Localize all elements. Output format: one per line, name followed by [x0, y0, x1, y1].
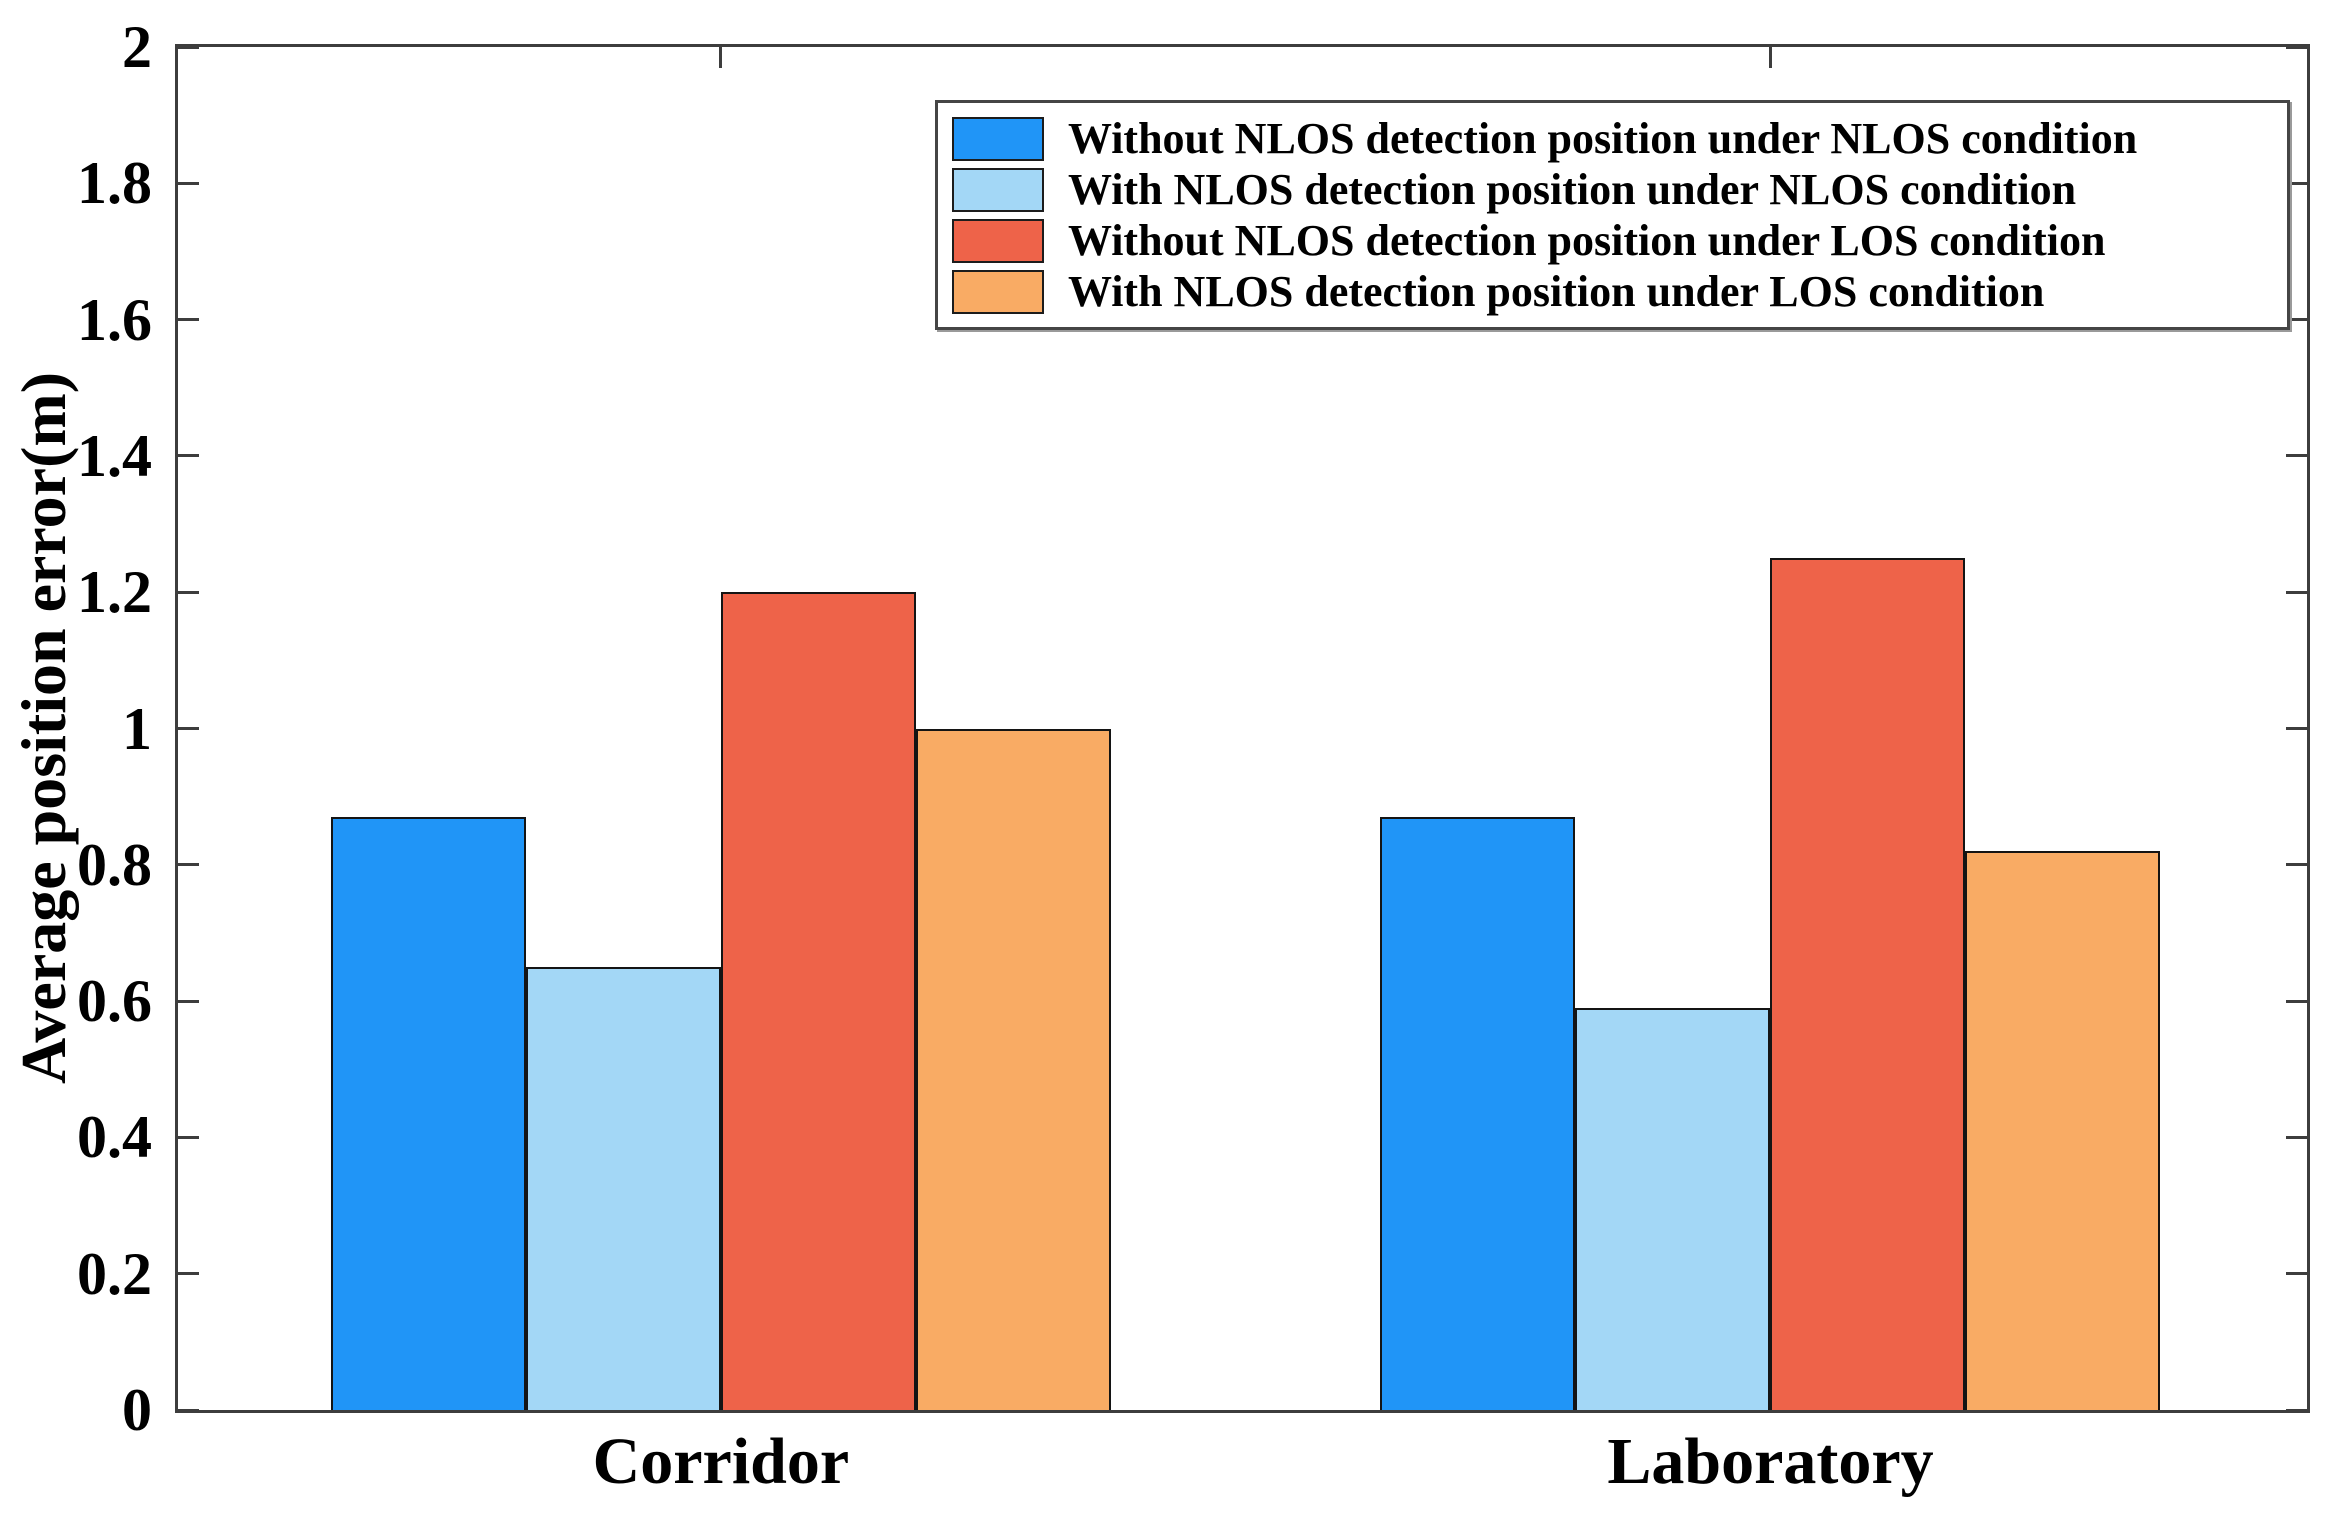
y-tick-mark-left: [178, 181, 199, 185]
y-tick-label: 0.6: [77, 968, 152, 1035]
bar-corridor-series4: [915, 728, 1111, 1410]
y-tick-label: 1: [122, 695, 152, 762]
y-tick-label: 1.6: [77, 286, 152, 353]
bar-corridor-series2: [525, 967, 721, 1410]
legend-label: Without NLOS detection position under LO…: [1068, 215, 2106, 265]
legend-swatch-icon: [952, 167, 1044, 212]
y-tick-label: 1.8: [77, 150, 152, 217]
y-tick-mark-left: [178, 454, 199, 458]
legend-swatch-icon: [952, 116, 1044, 161]
y-tick-mark-left: [178, 1272, 199, 1276]
legend-swatch-icon: [952, 269, 1044, 314]
legend-item: With NLOS detection position under LOS c…: [952, 266, 2277, 316]
y-tick-label: 1.2: [77, 559, 152, 626]
y-tick-mark-right: [2286, 1135, 2307, 1139]
y-tick-mark-left: [178, 590, 199, 594]
y-tick-mark-right: [2286, 727, 2307, 730]
y-tick-mark-right: [2286, 863, 2307, 867]
y-tick-mark-right: [2286, 318, 2307, 322]
y-tick-label: 0.2: [77, 1240, 152, 1307]
y-tick-mark-right: [2286, 181, 2307, 185]
x-category-label: Corridor: [592, 1425, 850, 1498]
x-tick-mark-top: [1768, 47, 1772, 68]
legend-item: With NLOS detection position under NLOS …: [952, 164, 2277, 214]
y-tick-label: 1.4: [77, 422, 152, 489]
y-tick-mark-left: [178, 1135, 199, 1139]
y-tick-label: 0: [122, 1377, 152, 1443]
legend-item: Without NLOS detection position under LO…: [952, 215, 2277, 265]
legend-label: Without NLOS detection position under NL…: [1068, 113, 2138, 163]
y-tick-mark-left: [178, 318, 199, 322]
y-tick-label: 0.8: [77, 831, 152, 898]
y-tick-mark-right: [2286, 999, 2307, 1003]
y-tick-mark-left: [178, 999, 199, 1003]
x-category-label: Laboratory: [1607, 1425, 1934, 1498]
legend-item: Without NLOS detection position under NL…: [952, 113, 2277, 163]
legend-swatch-icon: [952, 218, 1044, 263]
y-tick-mark-right: [2286, 1272, 2307, 1276]
y-tick-mark-left: [178, 863, 199, 867]
bar-laboratory-series2: [1575, 1007, 1771, 1410]
y-tick-mark-left: [178, 45, 199, 49]
y-tick-mark-right: [2286, 45, 2307, 49]
bar-corridor-series1: [330, 817, 526, 1410]
y-tick-mark-right: [2286, 590, 2307, 594]
y-tick-label: 2: [122, 14, 152, 80]
y-tick-mark-right: [2286, 454, 2307, 458]
bar-laboratory-series1: [1380, 817, 1576, 1410]
y-tick-mark-left: [178, 727, 199, 730]
y-tick-mark-right: [2286, 1408, 2307, 1412]
x-tick-mark-top: [719, 47, 723, 68]
y-tick-mark-left: [178, 1408, 199, 1412]
legend-label: With NLOS detection position under NLOS …: [1068, 164, 2077, 214]
bar-laboratory-series3: [1770, 558, 1966, 1410]
bar-corridor-series3: [720, 592, 916, 1410]
legend-label: With NLOS detection position under LOS c…: [1068, 266, 2045, 316]
legend: Without NLOS detection position under NL…: [935, 100, 2290, 330]
y-tick-label: 0.4: [77, 1104, 152, 1171]
bar-laboratory-series4: [1965, 851, 2161, 1410]
